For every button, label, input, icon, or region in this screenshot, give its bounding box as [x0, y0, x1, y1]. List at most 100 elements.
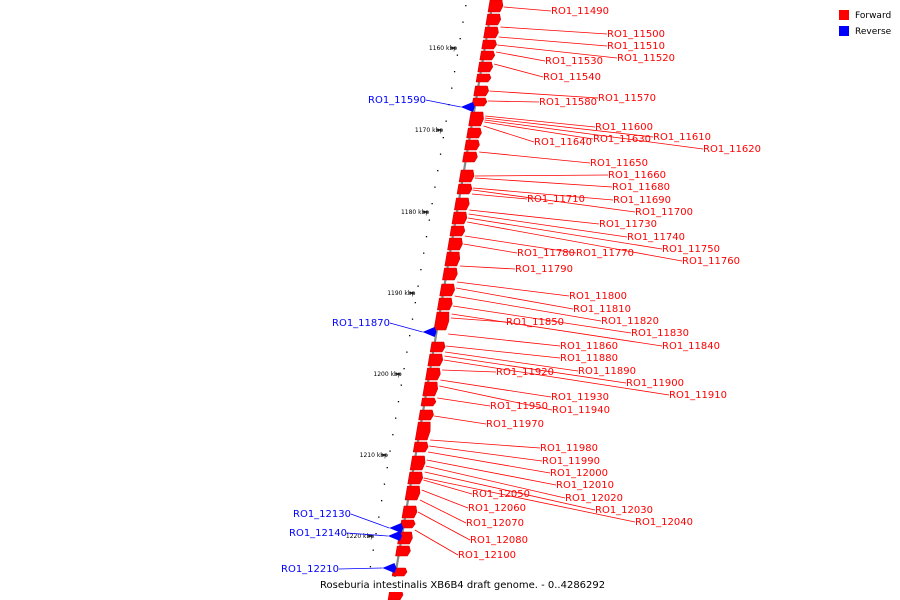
forward-gene-arrow	[454, 197, 470, 211]
caption-background	[316, 577, 588, 592]
forward-gene-arrow	[466, 127, 482, 139]
tick-label: 1170 kbp	[415, 127, 443, 134]
gene-label-forward: RO1_11510	[607, 41, 665, 52]
scale-dot	[425, 236, 428, 238]
forward-gene-arrow	[414, 421, 431, 441]
forward-gene-arrow	[464, 139, 480, 151]
gene-label-forward: RO1_12030	[595, 505, 653, 516]
leader-line	[479, 151, 591, 164]
forward-gene-arrow	[420, 397, 437, 407]
gene-label-forward: RO1_11490	[551, 6, 609, 17]
gene-label-reverse: RO1_12210	[281, 564, 339, 575]
gene-label-reverse: RO1_11870	[332, 318, 390, 329]
gene-label-forward: RO1_11990	[542, 456, 600, 467]
forward-gene-arrow	[429, 341, 446, 353]
leader-line	[468, 213, 628, 238]
leader-line	[496, 51, 546, 62]
forward-gene-arrow	[422, 381, 438, 397]
leader-line	[474, 177, 613, 188]
scale-dot	[378, 516, 380, 518]
gene-arrow-group	[382, 0, 504, 600]
leader-line	[483, 125, 535, 143]
leader-line	[446, 345, 561, 359]
legend-label-reverse: Reverse	[855, 27, 892, 37]
reverse-gene-arrow	[387, 531, 402, 541]
forward-gene-arrow	[462, 151, 478, 163]
forward-gene-arrow	[451, 211, 468, 225]
gene-label-forward: RO1_11540	[543, 72, 601, 83]
leader-line	[467, 221, 683, 262]
scale-dot	[428, 219, 430, 221]
forward-gene-arrow	[404, 485, 421, 501]
scale-dot	[439, 153, 442, 155]
gene-label-forward: RO1_11760	[682, 256, 740, 267]
forward-gene-arrow	[487, 0, 504, 13]
leader-line	[426, 459, 557, 486]
scale-dot	[456, 54, 459, 56]
leader-line	[472, 189, 636, 213]
forward-gene-arrow	[481, 39, 497, 50]
leader-line	[442, 369, 497, 373]
leader-line	[439, 385, 553, 411]
gene-label-forward: RO1_11920	[496, 367, 554, 378]
leader-line	[440, 379, 552, 398]
leader-line	[503, 6, 552, 12]
kbp-tick-group: 1160 kbp 1170 kbp 1180 kbp 1190 kbp 1200 kbp…	[346, 45, 457, 540]
gene-label-forward: RO1_11790	[515, 264, 573, 275]
leader-line	[485, 115, 596, 128]
gene-label-forward: RO1_11930	[551, 392, 609, 403]
forward-gene-arrow	[456, 183, 473, 195]
scale-dot	[445, 120, 447, 122]
leader-line	[455, 287, 574, 310]
leader-line	[459, 265, 516, 270]
gene-label-forward: RO1_11650	[590, 158, 648, 169]
leader-line	[424, 471, 596, 511]
scale-dot	[434, 186, 436, 188]
leader-line	[350, 513, 390, 529]
leader-line	[452, 305, 632, 334]
gene-label-forward: RO1_12000	[550, 468, 608, 479]
gene-label-forward: RO1_11700	[635, 207, 693, 218]
reverse-gene-arrow	[422, 327, 437, 337]
gene-label-reverse: RO1_12130	[293, 509, 351, 520]
scale-dot	[369, 566, 372, 568]
gene-label-forward: RO1_11860	[560, 341, 618, 352]
scale-dot	[389, 450, 391, 452]
scale-dot	[423, 252, 425, 254]
gene-label-forward: RO1_11780	[517, 248, 575, 259]
forward-gene-arrow	[473, 85, 489, 97]
gene-label-forward: RO1_11660	[608, 170, 666, 181]
scale-dot	[462, 21, 464, 23]
scale-dot	[386, 467, 388, 469]
gene-label-forward: RO1_11500	[607, 29, 665, 40]
tick-label: 1180 kbp	[401, 209, 429, 216]
gene-label-forward: RO1_11730	[599, 219, 657, 230]
legend-swatch-reverse	[839, 26, 849, 36]
leader-line	[471, 193, 528, 200]
leader-line	[484, 119, 704, 150]
scale-dot	[381, 500, 383, 502]
forward-gene-arrow	[447, 237, 463, 251]
gene-label-forward: RO1_11850	[506, 317, 564, 328]
tick-label: 1190 kbp	[387, 290, 415, 297]
gene-label-forward: RO1_11710	[527, 194, 585, 205]
forward-gene-arrow	[425, 367, 441, 381]
gene-label-reverse: RO1_11590	[368, 95, 426, 106]
leader-line	[500, 26, 608, 35]
gene-label-forward: RO1_11680	[612, 182, 670, 193]
leader-line	[414, 529, 459, 556]
forward-gene-arrow	[444, 251, 461, 267]
gene-label-forward: RO1_11620	[703, 144, 761, 155]
leader-line	[423, 479, 473, 495]
legend: Forward Reverse	[839, 10, 892, 37]
gene-label-forward: RO1_11910	[669, 390, 727, 401]
leader-line	[457, 281, 570, 297]
scale-dots	[366, 5, 467, 584]
forward-gene-arrow	[407, 471, 423, 485]
leader-line	[475, 174, 609, 177]
leader-line	[428, 451, 551, 474]
gene-label-forward: RO1_11820	[601, 316, 659, 327]
forward-gene-arrow	[427, 353, 444, 367]
gene-label-forward: RO1_11980	[540, 443, 598, 454]
